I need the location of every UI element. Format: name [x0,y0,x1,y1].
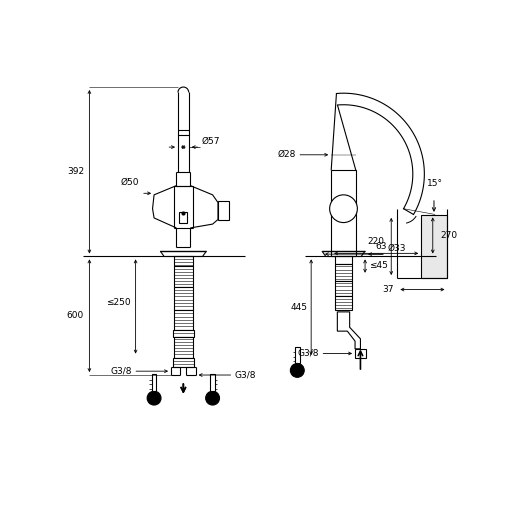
Bar [173,330,194,336]
Bar [295,346,300,363]
Circle shape [206,391,219,405]
Bar [174,310,192,330]
Circle shape [330,195,357,223]
Polygon shape [337,312,360,349]
Text: ≤250: ≤250 [106,298,130,307]
Text: 15°: 15° [427,178,444,188]
Text: G3/8: G3/8 [235,371,256,380]
Text: Ø28: Ø28 [277,150,296,159]
Bar [174,336,192,358]
Text: Ø50: Ø50 [121,178,139,187]
Bar [335,256,352,264]
Bar [173,358,194,367]
Text: ≤45: ≤45 [369,261,388,270]
Text: 600: 600 [67,311,84,320]
Text: 37: 37 [382,285,394,294]
Bar [179,212,187,223]
Text: 270: 270 [440,231,458,240]
Bar [335,281,352,296]
Bar [421,215,447,278]
Text: G3/8: G3/8 [297,349,319,358]
Text: G3/8: G3/8 [110,367,132,375]
Text: 63: 63 [375,242,387,251]
Text: 445: 445 [290,303,307,312]
Text: Ø57: Ø57 [202,137,220,146]
Bar [152,374,157,391]
Bar [331,170,356,256]
Bar [174,287,192,310]
Bar [210,374,215,391]
Bar [355,349,366,358]
Bar [174,256,192,266]
Circle shape [147,391,161,405]
Bar [335,264,352,281]
Bar [218,201,229,220]
Circle shape [290,363,304,378]
Bar [174,266,192,287]
Bar [335,296,352,310]
Text: 220: 220 [368,237,385,245]
Text: 392: 392 [67,167,84,176]
Text: Ø33: Ø33 [387,243,406,253]
